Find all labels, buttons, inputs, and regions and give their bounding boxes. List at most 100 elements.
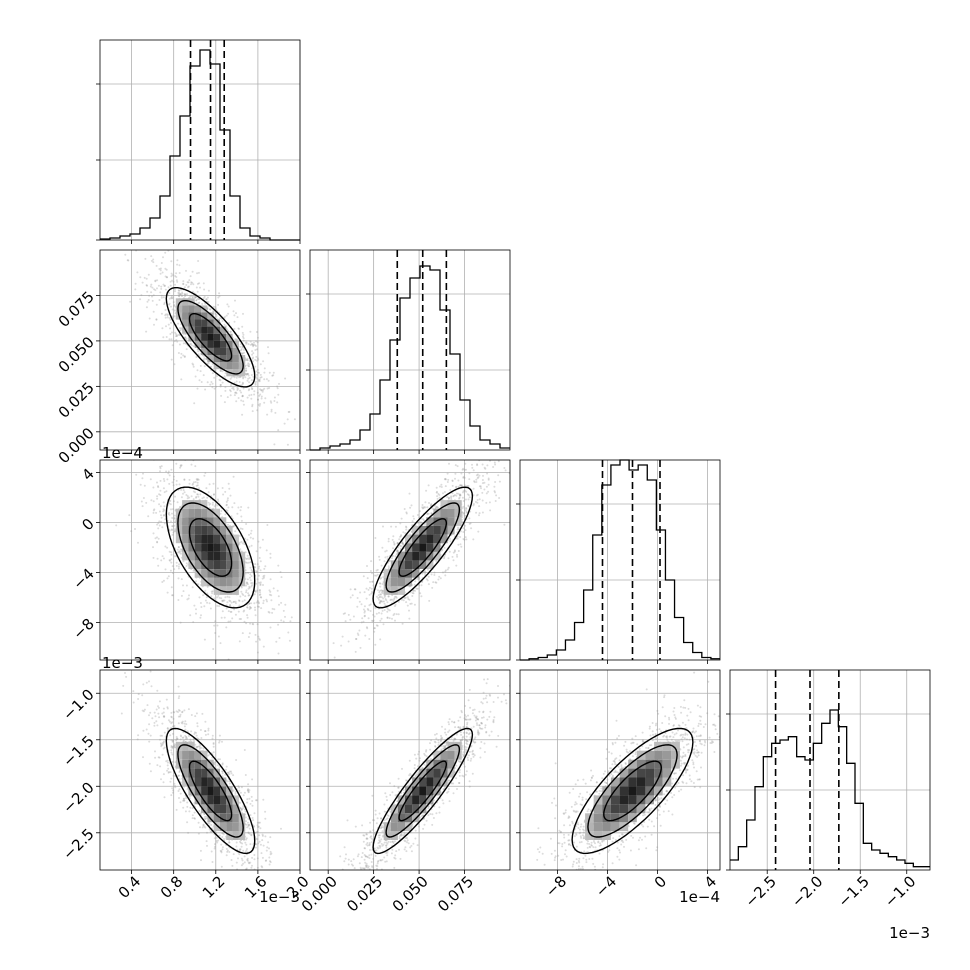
scatter-point [456,535,459,538]
scatter-point [179,466,182,469]
scatter-point [169,499,172,502]
scatter-point [159,494,162,496]
scatter-point [230,610,233,613]
scatter-point [209,308,212,311]
scatter-point [263,367,266,370]
scatter-point [161,271,164,274]
scatter-point [156,443,158,445]
scatter-point [454,494,456,496]
scatter-point [484,443,486,445]
density-cell [454,517,462,526]
scatter-point [180,594,183,597]
scatter-point [188,478,191,481]
scatter-point [412,590,415,592]
scatter-point [225,328,228,331]
scatter-point [195,496,197,499]
scatter-point [252,375,255,378]
scatter-point [379,600,382,603]
scatter-point [256,377,259,380]
scatter-point [344,620,347,623]
scatter-point [171,274,174,277]
scatter-point [246,581,249,584]
scatter-point [237,397,240,399]
scatter-point [378,555,381,558]
scatter-point [458,496,461,499]
scatter-point [391,617,393,620]
scatter-point [268,593,271,596]
scatter-point [435,506,438,509]
scatter-point [354,650,357,653]
scatter-point [192,482,194,485]
scatter-point [205,596,208,599]
scatter-point [467,498,470,501]
scatter-point [170,275,173,278]
scatter-point [145,330,148,333]
scatter-point [414,589,416,592]
scatter-point [258,565,261,568]
scatter-point [462,505,465,508]
contour-line-2 [188,518,233,577]
scatter-point [175,333,178,336]
scatter-point [225,500,228,503]
scatter-point [173,524,176,527]
scatter-point [408,492,411,495]
density-cell [232,355,239,363]
density-cell [220,517,227,526]
scatter-point [211,372,214,375]
scatter-point [245,341,248,344]
density-cell [412,525,420,535]
scatter-point [365,626,368,629]
scatter-point [196,297,199,300]
scatter-point [462,538,465,540]
scatter-point [396,549,399,552]
scatter-point [459,494,462,497]
scatter-point [157,485,159,488]
scatter-point [228,596,231,599]
scatter-point [258,589,261,592]
histogram-panel-2 [516,459,721,664]
density-cell [419,525,427,535]
scatter-point [141,709,144,712]
scatter-point [457,479,460,482]
scatter-point [147,299,150,301]
scatter-point [411,592,414,594]
scatter-point [225,503,228,506]
scatter-point [472,504,475,507]
density-cell [232,560,239,569]
scatter-point [284,603,287,606]
scatter-point [180,578,183,581]
scatter-point [157,564,160,567]
contour-line-2 [188,313,233,362]
scatter-point [153,323,155,326]
scatter-point [161,327,164,330]
scatter-point [269,626,272,629]
scatter-point [195,299,198,302]
scatter-point [184,342,187,345]
scatter-point [181,292,184,295]
scatter-point [418,577,421,580]
scatter-point [216,487,219,490]
scatter-point [204,388,207,391]
panel-content [100,389,300,660]
scatter-point [374,607,377,610]
scatter-point [255,570,257,573]
scatter-point [227,610,230,613]
scatter-point [392,541,395,543]
scatter-point [182,492,184,495]
scatter-point [208,308,211,311]
scatter-point [366,577,369,580]
density-cell [201,543,208,552]
scatter-point [464,462,467,465]
scatter-point [248,585,251,588]
scatter-point [444,478,447,481]
scatter-point [260,607,263,610]
density-cell [188,517,195,526]
scatter-point [246,606,249,609]
scatter-point [168,338,171,341]
scatter-point [153,389,155,391]
scatter-point [191,290,194,293]
scatter-point [183,797,185,800]
scatter-point [237,327,240,330]
scatter-point [238,541,241,544]
scatter-point [369,580,372,583]
